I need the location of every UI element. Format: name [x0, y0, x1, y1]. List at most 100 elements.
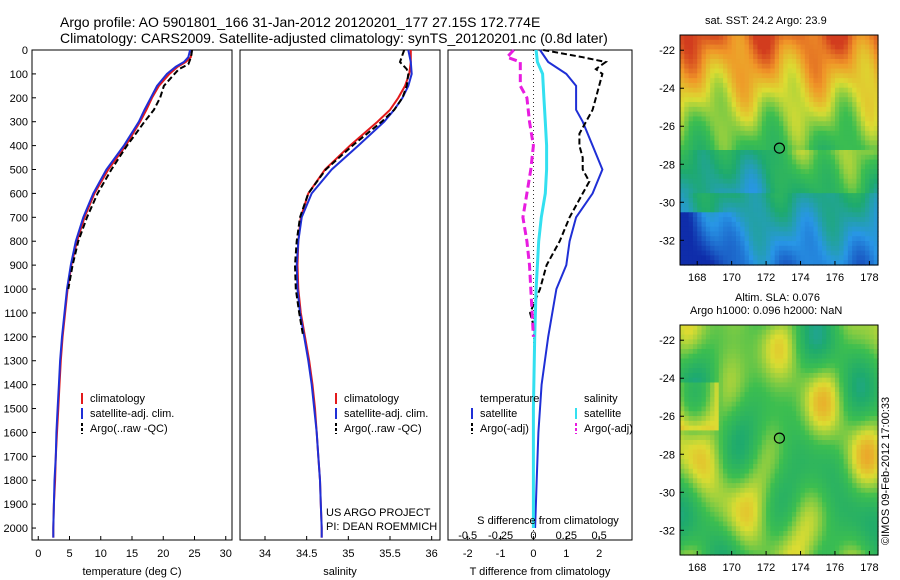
- map-cell: [723, 511, 728, 518]
- map-cell: [697, 535, 703, 542]
- map-cell: [817, 363, 823, 369]
- map-cell: [710, 444, 716, 451]
- map-cell: [680, 111, 685, 118]
- map-cell: [701, 207, 707, 213]
- map-cell: [852, 416, 858, 422]
- map-cell: [817, 425, 823, 432]
- map-cell: [791, 126, 797, 132]
- map-cell: [813, 35, 819, 41]
- map-cell: [697, 392, 703, 398]
- map-cell: [735, 463, 741, 470]
- map-cell: [723, 368, 728, 374]
- map-cell: [757, 435, 763, 441]
- map-cell: [860, 250, 866, 257]
- map-cell: [688, 540, 694, 547]
- map-cell: [817, 130, 823, 137]
- map-cell: [705, 78, 711, 84]
- map-cell: [735, 396, 741, 403]
- map-cell: [723, 173, 728, 180]
- map-cell: [787, 260, 793, 266]
- map-cell: [779, 135, 784, 142]
- map-cell: [701, 78, 707, 84]
- map-cell: [766, 473, 771, 479]
- map-cell: [692, 540, 698, 547]
- map-cell: [735, 339, 741, 345]
- map-cell: [783, 140, 789, 146]
- map-cell: [740, 197, 746, 204]
- map-cell: [856, 334, 862, 340]
- map-cell: [804, 334, 810, 340]
- map-cell: [834, 459, 840, 465]
- map-cell: [787, 236, 793, 242]
- map-cell: [692, 449, 698, 455]
- map-cell: [727, 545, 733, 551]
- map-cell: [817, 353, 823, 360]
- map-cell: [847, 387, 853, 393]
- map-cell: [705, 207, 711, 213]
- map-cell: [748, 444, 754, 451]
- map-cell: [697, 454, 703, 460]
- map-cell: [714, 87, 720, 94]
- map-cell: [860, 159, 866, 165]
- map-cell: [766, 92, 771, 98]
- map-cell: [718, 325, 724, 331]
- map-cell: [705, 416, 711, 422]
- map-cell: [740, 396, 746, 403]
- map-cell: [791, 78, 797, 84]
- map-cell: [809, 358, 815, 364]
- map-cell: [766, 245, 771, 252]
- map-cell: [804, 401, 810, 408]
- map-cell: [813, 39, 819, 46]
- map-cell: [723, 241, 728, 247]
- map-cell: [714, 382, 720, 388]
- map-cell: [852, 358, 858, 364]
- map-cell: [680, 49, 685, 55]
- map-cell: [705, 368, 711, 374]
- map-cell: [804, 102, 810, 108]
- map-cell: [680, 39, 685, 46]
- map-cell: [852, 236, 858, 242]
- map-cell: [852, 511, 858, 518]
- map-cell: [710, 329, 716, 336]
- map-cell: [723, 193, 728, 199]
- map-cell: [804, 492, 810, 499]
- x-tick-label: 35: [342, 548, 354, 560]
- map-cell: [796, 49, 802, 55]
- map-cell: [744, 169, 750, 175]
- map-cell: [680, 521, 685, 527]
- map-cell: [684, 102, 690, 108]
- map-cell: [796, 382, 802, 388]
- map-cell: [869, 545, 875, 551]
- map-cell: [731, 430, 737, 436]
- map-cell: [705, 449, 711, 455]
- map-cell: [753, 339, 759, 345]
- map-cell: [710, 492, 716, 499]
- map-cell: [839, 392, 845, 398]
- map-cell: [723, 507, 728, 513]
- map-cell: [826, 260, 832, 266]
- map-cell: [718, 39, 724, 46]
- s-tick-label: 0: [530, 530, 536, 542]
- map-cell: [684, 550, 690, 556]
- map-cell: [830, 454, 836, 460]
- map-cell: [774, 334, 780, 340]
- map-cell: [740, 54, 746, 60]
- map-cell: [766, 111, 771, 118]
- map-cell: [791, 411, 797, 417]
- map-cell: [684, 54, 690, 60]
- map-cell: [779, 63, 784, 70]
- map-cell: [714, 325, 720, 331]
- map-cell: [761, 348, 767, 355]
- map-cell: [847, 425, 853, 432]
- map-cell: [757, 154, 763, 161]
- map-cell: [873, 63, 879, 70]
- map-cell: [744, 154, 750, 161]
- map-cell: [748, 372, 754, 379]
- map-cell: [813, 440, 819, 446]
- map-cell: [748, 116, 754, 122]
- map-cell: [787, 449, 793, 455]
- map-cell: [813, 526, 819, 532]
- map-cell: [684, 92, 690, 98]
- map-cell: [740, 140, 746, 146]
- map-cell: [731, 140, 737, 146]
